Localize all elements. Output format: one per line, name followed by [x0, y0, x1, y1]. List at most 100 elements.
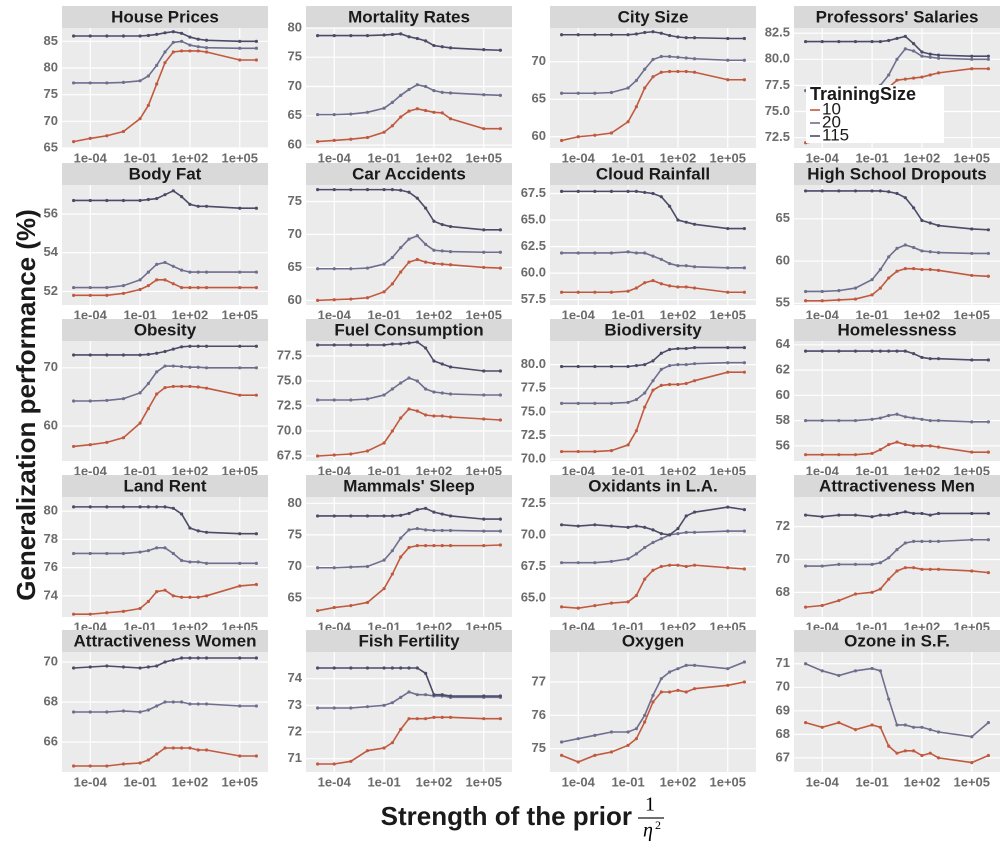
data-point — [415, 340, 419, 344]
data-point — [399, 93, 403, 97]
data-point — [238, 58, 242, 62]
plot-background — [62, 497, 268, 617]
data-point — [684, 690, 688, 694]
data-point — [903, 34, 907, 38]
data-point — [634, 32, 638, 36]
panel-title: Professors' Salaries — [816, 7, 979, 26]
panel: Mortality Rates 60 65 70 75 80 1e-04 1e-01 1e+02… — [288, 6, 512, 165]
data-point — [804, 720, 808, 725]
data-point — [676, 218, 680, 222]
data-point — [643, 281, 647, 285]
data-point — [887, 442, 891, 447]
data-point — [105, 285, 109, 290]
data-point — [254, 582, 258, 587]
data-point — [121, 80, 126, 84]
data-point — [912, 267, 916, 271]
data-point — [238, 754, 242, 758]
data-point — [895, 569, 899, 573]
data-point — [390, 188, 394, 192]
data-point — [936, 56, 941, 60]
data-point — [105, 198, 109, 203]
data-point — [432, 528, 436, 533]
data-point — [903, 510, 907, 514]
data-point — [316, 113, 320, 117]
data-point — [196, 702, 200, 706]
data-point — [837, 513, 841, 517]
strip — [794, 163, 1000, 185]
data-point — [676, 35, 680, 39]
data-point — [316, 188, 320, 192]
data-point — [643, 525, 647, 529]
data-point — [634, 363, 638, 368]
data-point — [448, 263, 453, 267]
data-point — [440, 715, 444, 719]
data-point — [870, 278, 874, 282]
data-point — [692, 563, 697, 567]
data-point — [820, 564, 824, 568]
data-point — [332, 267, 336, 271]
data-point — [928, 444, 932, 448]
data-point — [365, 34, 370, 38]
data-point — [878, 669, 882, 673]
x-tick-label: 1e+05 — [710, 774, 747, 789]
data-point — [482, 48, 486, 52]
data-point — [482, 228, 486, 232]
strip — [550, 163, 756, 185]
data-point — [668, 382, 672, 387]
data-point — [895, 36, 899, 41]
data-point — [188, 365, 192, 369]
data-point — [651, 388, 655, 392]
data-point — [912, 42, 916, 46]
y-tick-label: 70.0 — [521, 451, 546, 466]
data-point — [593, 251, 597, 255]
y-tick-label: 64 — [776, 336, 791, 351]
data-point — [853, 453, 858, 457]
data-point — [432, 110, 436, 114]
data-point — [498, 369, 502, 373]
data-point — [498, 418, 502, 422]
data-point — [887, 38, 891, 43]
data-point — [887, 577, 891, 581]
data-point — [146, 665, 150, 669]
data-point — [936, 511, 941, 516]
data-point — [684, 530, 688, 534]
data-point — [820, 418, 824, 423]
data-point — [316, 514, 320, 518]
data-point — [837, 562, 841, 566]
panel-title: High School Dropouts — [807, 164, 986, 183]
data-point — [72, 666, 76, 670]
data-point — [407, 666, 411, 670]
data-point — [482, 694, 486, 698]
data-point — [180, 365, 184, 369]
data-point — [870, 562, 874, 566]
x-tick-label: 1e-01 — [855, 774, 888, 789]
y-tick-label: 72 — [776, 518, 790, 533]
data-point — [171, 50, 175, 54]
strip — [62, 630, 268, 652]
data-point — [659, 537, 663, 541]
data-point — [742, 361, 746, 365]
x-tick-label: 1e-04 — [74, 307, 108, 322]
panel: Attractiveness Women 66 68 70 1e-04 1e-01 1e+0… — [44, 630, 268, 789]
data-point — [692, 57, 697, 61]
data-point — [593, 364, 597, 369]
data-point — [163, 364, 167, 368]
data-point — [498, 694, 502, 698]
data-point — [576, 251, 580, 255]
data-point — [853, 669, 858, 673]
y-tick-label: 77.5 — [765, 77, 790, 92]
data-point — [254, 561, 258, 565]
strip — [550, 319, 756, 341]
y-tick-label: 70 — [532, 53, 546, 68]
data-point — [440, 362, 444, 366]
data-point — [204, 344, 209, 348]
data-point — [88, 443, 92, 447]
data-point — [887, 255, 891, 259]
y-tick-label: 70.0 — [521, 526, 546, 541]
data-point — [659, 195, 663, 199]
data-point — [609, 601, 614, 605]
panel: Professors' Salaries 72.5 75.0 77.5 80.0 82.5… — [765, 6, 1000, 165]
data-point — [138, 34, 142, 38]
data-point — [407, 190, 411, 194]
data-point — [180, 558, 184, 563]
